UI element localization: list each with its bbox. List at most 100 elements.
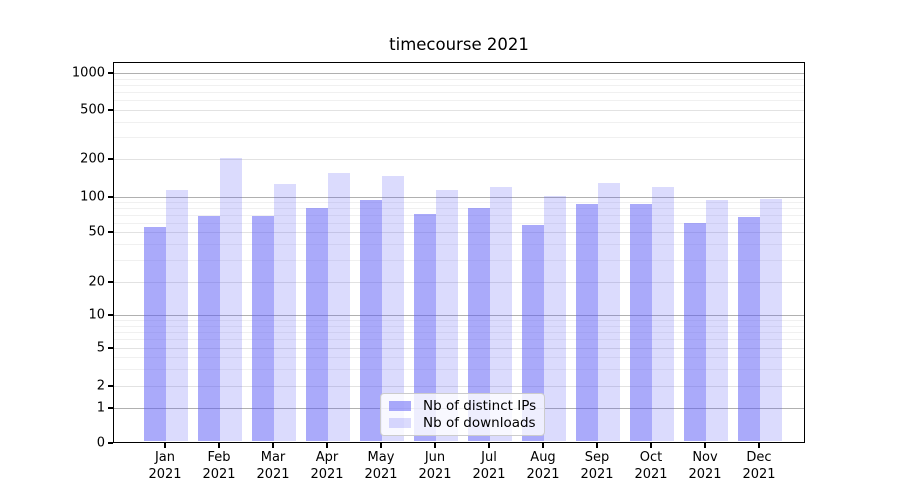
x-tick xyxy=(380,443,382,448)
x-tick-label: May 2021 xyxy=(349,450,413,483)
gridline xyxy=(114,282,804,283)
y-tick-label: 1000 xyxy=(71,65,105,81)
x-tick-label-line: 2021 xyxy=(580,466,614,482)
x-tick-label-line: Nov xyxy=(692,450,718,465)
gridline-minor xyxy=(114,222,804,224)
bar-distinct-ips xyxy=(306,208,328,441)
y-tick-label: 0 xyxy=(96,435,105,451)
gridline-minor xyxy=(114,137,804,139)
x-tick-label-line: 2021 xyxy=(742,466,776,482)
x-tick xyxy=(326,443,328,448)
gridline-minor xyxy=(114,78,804,80)
gridline-minor xyxy=(114,121,804,123)
plot-area: Nb of distinct IPs Nb of downloads xyxy=(113,62,805,443)
x-tick xyxy=(218,443,220,448)
y-tick-label: 2 xyxy=(96,378,105,394)
x-tick-label: Sep 2021 xyxy=(565,450,629,483)
x-tick-label-line: Apr xyxy=(315,450,339,465)
x-tick-label-line: 2021 xyxy=(202,466,236,482)
bar-distinct-ips xyxy=(414,213,436,441)
y-tick xyxy=(108,72,113,74)
x-tick-label: Jul 2021 xyxy=(457,450,521,483)
x-tick-label-line: 2021 xyxy=(418,466,452,482)
gridline xyxy=(114,348,804,349)
legend-swatch-distinct-ips xyxy=(389,400,411,411)
x-tick xyxy=(596,443,598,448)
bar-distinct-ips xyxy=(252,215,274,441)
x-tick xyxy=(434,443,436,448)
y-tick xyxy=(108,281,113,283)
x-tick-label-line: 2021 xyxy=(526,466,560,482)
gridline-minor xyxy=(114,84,804,86)
x-tick-label: Oct 2021 xyxy=(619,450,683,483)
y-tick xyxy=(108,314,113,316)
chart-title: timecourse 2021 xyxy=(389,35,529,54)
legend-swatch-downloads xyxy=(389,418,411,429)
x-tick-label-line: May xyxy=(367,450,395,465)
x-tick-label-line: Jun xyxy=(424,450,446,465)
x-tick xyxy=(704,443,706,448)
bar-downloads xyxy=(382,175,404,441)
x-tick-label-line: 2021 xyxy=(688,466,722,482)
gridline-minor xyxy=(114,208,804,210)
y-tick xyxy=(108,196,113,198)
gridline-minor xyxy=(114,100,804,102)
x-tick xyxy=(488,443,490,448)
bar-distinct-ips xyxy=(630,204,652,441)
x-tick-label-line: Dec xyxy=(746,450,772,465)
bar-downloads xyxy=(652,187,674,441)
x-tick xyxy=(164,443,166,448)
bar-downloads xyxy=(706,200,728,441)
gridline-minor xyxy=(114,259,804,261)
gridline xyxy=(114,110,804,111)
x-tick-label-line: 2021 xyxy=(634,466,668,482)
legend-label-downloads: Nb of downloads xyxy=(423,415,536,432)
legend: Nb of distinct IPs Nb of downloads xyxy=(380,393,545,436)
x-tick-label-line: 2021 xyxy=(472,466,506,482)
x-tick-label: Dec 2021 xyxy=(727,450,791,483)
bar-distinct-ips xyxy=(144,227,166,441)
y-tick xyxy=(108,231,113,233)
gridline xyxy=(114,73,804,74)
y-tick-label: 100 xyxy=(80,189,105,205)
x-tick-label: Mar 2021 xyxy=(241,450,305,483)
gridline xyxy=(114,315,804,316)
y-tick-label: 200 xyxy=(80,151,105,167)
gridline-minor xyxy=(114,202,804,204)
x-tick-label-line: Aug xyxy=(530,450,556,465)
y-tick-label: 50 xyxy=(88,224,105,240)
y-tick xyxy=(108,158,113,160)
y-tick-label: 500 xyxy=(80,102,105,118)
x-tick-label-line: Mar xyxy=(260,450,286,465)
y-tick xyxy=(108,347,113,349)
x-tick-label-line: 2021 xyxy=(256,466,290,482)
x-tick-label-line: 2021 xyxy=(364,466,398,482)
x-tick-label-line: Feb xyxy=(207,450,231,465)
y-tick xyxy=(108,385,113,387)
y-tick-label: 10 xyxy=(88,307,105,323)
x-tick xyxy=(542,443,544,448)
x-tick xyxy=(272,443,274,448)
legend-label-distinct-ips: Nb of distinct IPs xyxy=(423,397,537,414)
y-tick xyxy=(108,442,113,444)
x-tick xyxy=(650,443,652,448)
bar-downloads xyxy=(220,157,242,441)
bar-downloads xyxy=(436,190,458,441)
bar-downloads xyxy=(544,195,566,441)
gridline-minor xyxy=(114,331,804,333)
bar-distinct-ips xyxy=(360,200,382,441)
x-tick-label-line: Sep xyxy=(584,450,610,465)
x-tick-label: Nov 2021 xyxy=(673,450,737,483)
gridline-minor xyxy=(114,357,804,359)
gridline-minor xyxy=(114,244,804,246)
legend-item-distinct-ips: Nb of distinct IPs xyxy=(389,398,536,414)
gridline-minor xyxy=(114,320,804,322)
gridline xyxy=(114,232,804,233)
bar-distinct-ips xyxy=(738,217,760,441)
y-tick-label: 5 xyxy=(96,340,105,356)
bar-distinct-ips xyxy=(522,225,544,441)
bar-distinct-ips xyxy=(576,204,598,441)
y-tick xyxy=(108,109,113,111)
x-tick-label: Apr 2021 xyxy=(295,450,359,483)
